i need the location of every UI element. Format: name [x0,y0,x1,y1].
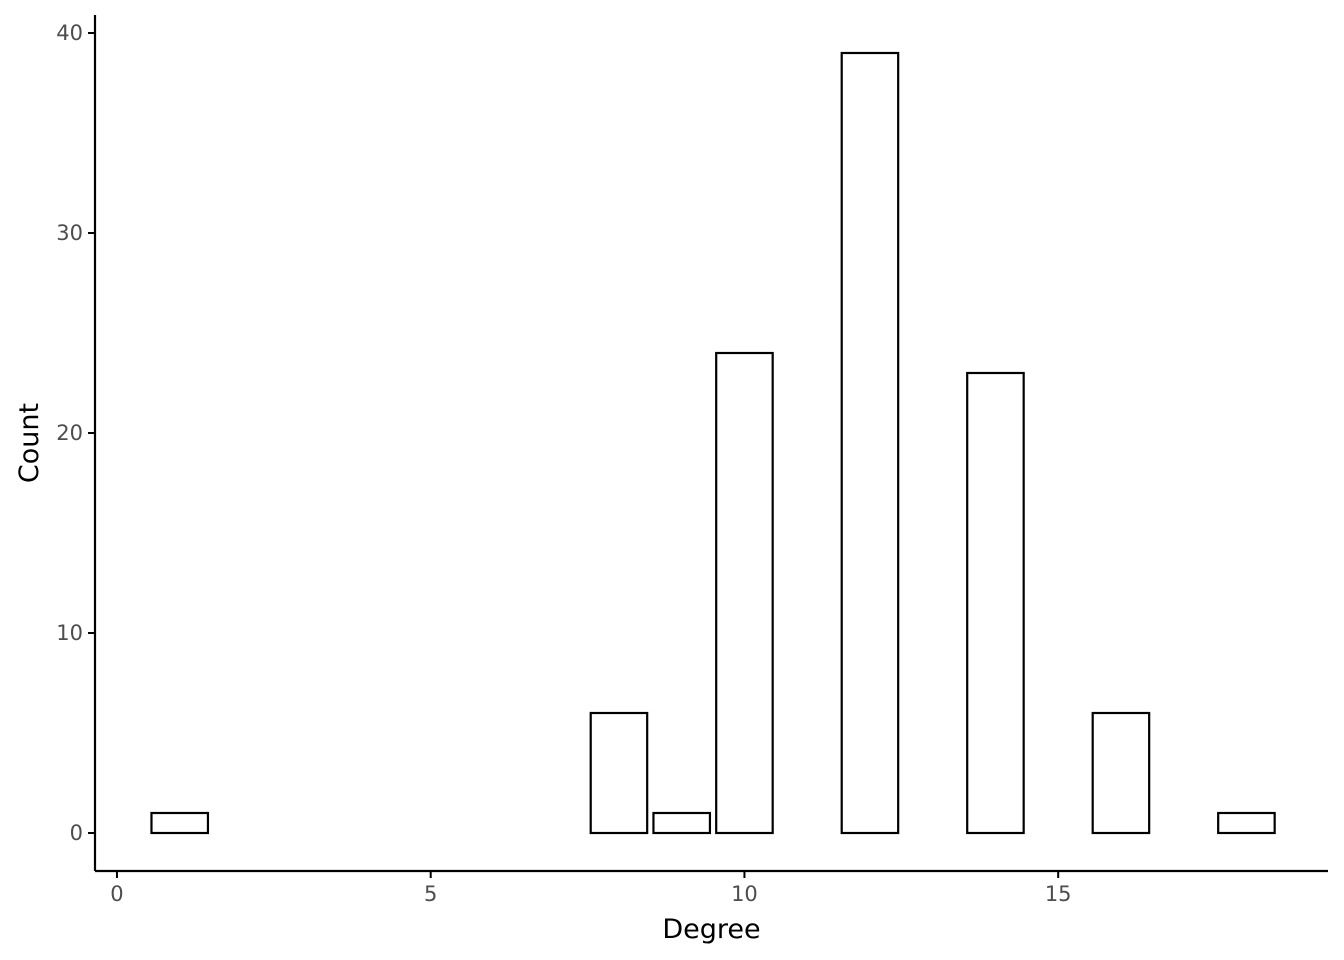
bar-degree-10 [715,351,774,835]
x-tick-label: 15 [1045,882,1072,906]
bar-degree-16 [1091,711,1151,835]
x-tick-label: 0 [110,882,123,906]
y-tick-label: 20 [56,421,83,445]
bar-degree-8 [589,711,649,835]
y-ticks: 0 10 20 30 40 [56,21,95,845]
x-tick-label: 10 [731,882,758,906]
x-axis-title: Degree [662,914,760,945]
bar-degree-1 [150,811,210,835]
bar-degree-14 [966,371,1025,835]
bar-degree-9 [652,811,712,835]
bars-layer [150,51,1276,835]
x-ticks: 0 5 10 15 [110,871,1072,906]
y-tick-label: 10 [56,621,83,645]
bar-degree-12 [840,51,900,835]
y-axis-title: Count [14,403,45,483]
y-tick-label: 40 [56,21,83,45]
y-tick-label: 30 [56,221,83,245]
bar-degree-18 [1217,811,1276,835]
x-tick-label: 5 [424,882,437,906]
y-tick-label: 0 [70,821,83,845]
